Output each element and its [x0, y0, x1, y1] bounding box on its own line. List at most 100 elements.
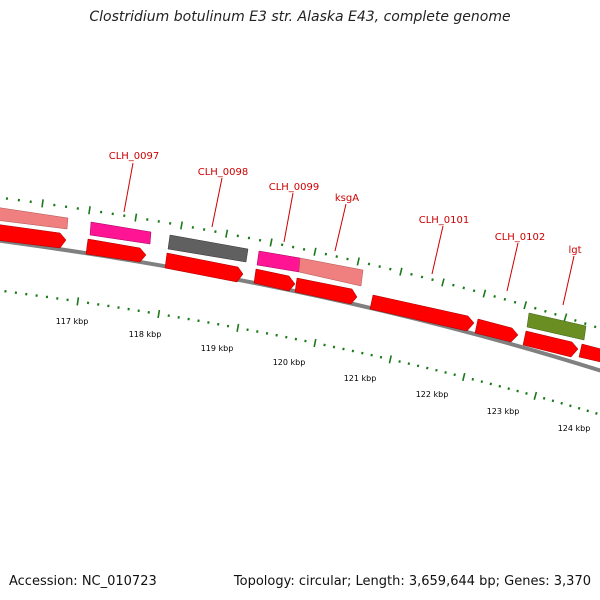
inner-track-minor-tick [560, 401, 563, 405]
inner-track-minor-tick [551, 399, 555, 403]
label-ksga: ksgA [335, 193, 359, 204]
kbp-label-120: 120 kbp [273, 358, 306, 367]
outer-track-minor-tick [574, 319, 577, 322]
outer-track-major-tick [563, 313, 568, 322]
inner-track-major-tick [76, 297, 80, 306]
inner-track-major-tick [236, 323, 240, 332]
inner-track-minor-tick [525, 392, 528, 395]
kbp-label-123: 123 kbp [487, 407, 520, 416]
outer-track-minor-tick [367, 262, 371, 266]
feature-clh0098[interactable] [167, 234, 249, 263]
outer-track-minor-tick [335, 255, 338, 258]
inner-track-major-tick [533, 391, 538, 400]
outer-track-major-tick [41, 199, 44, 208]
inner-track-minor-tick [471, 377, 475, 381]
outer-track-major-tick [523, 301, 528, 310]
inner-track-minor-tick [595, 411, 598, 415]
map-title: Clostridium botulinum E3 str. Alaska E43… [89, 9, 511, 25]
outer-track-minor-tick [346, 257, 349, 261]
outer-track-major-tick [269, 238, 273, 247]
inner-track-major-tick [388, 355, 392, 364]
outer-track-major-tick [441, 278, 445, 287]
outer-track-major-tick [225, 229, 229, 238]
inner-track-minor-tick [586, 409, 590, 413]
inner-track-minor-tick [416, 364, 420, 368]
inner-track-minor-tick [398, 360, 401, 363]
outer-track-minor-tick [420, 275, 424, 279]
kbp-label-118: 118 kbp [129, 330, 162, 339]
outer-track-major-tick [313, 247, 317, 256]
outer-track-minor-tick [462, 286, 466, 290]
kbp-label-121: 121 kbp [344, 374, 377, 383]
label-clh0099: CLH_0099 [269, 182, 320, 193]
inner-track-major-tick [157, 309, 161, 319]
feature-red-2[interactable] [85, 238, 147, 263]
genome-stats-text: Topology: circular; Length: 3,659,644 bp… [233, 574, 591, 589]
outer-track-minor-tick [554, 312, 557, 316]
inner-track-minor-tick [480, 380, 484, 384]
inner-track-major-tick [461, 372, 466, 382]
feature-red-1[interactable] [0, 224, 67, 249]
outer-track-minor-tick [513, 300, 517, 304]
inner-track-major-tick [313, 338, 317, 348]
inner-track-minor-tick [361, 351, 364, 355]
feature-clh0102[interactable] [474, 318, 519, 343]
inner-track-minor-tick [351, 349, 355, 353]
leader-ksga [334, 203, 347, 252]
inner-track-minor-tick [498, 384, 502, 388]
inner-track-minor-tick [542, 396, 546, 400]
inner-track-minor-tick [426, 366, 429, 370]
inner-track-minor-tick [569, 404, 572, 408]
feature-red-5[interactable] [294, 277, 358, 305]
outer-track-minor-tick [452, 283, 455, 287]
outer-track-minor-tick [493, 295, 496, 298]
inner-track-minor-tick [435, 368, 438, 372]
kbp-label-122: 122 kbp [416, 390, 449, 399]
inner-track-minor-tick [577, 406, 581, 410]
leader-clh0099 [283, 192, 294, 243]
inner-track-minor-tick [407, 362, 411, 366]
kbp-label-124: 124 kbp [558, 424, 591, 433]
inner-track-minor-tick [489, 382, 493, 386]
feature-red-9[interactable] [578, 343, 600, 363]
label-clh0098: CLH_0098 [198, 167, 249, 178]
outer-track-minor-tick [389, 267, 392, 271]
feature-lgt[interactable] [526, 312, 587, 341]
outer-track-major-tick [399, 267, 403, 276]
leader-clh0102 [506, 242, 519, 292]
outer-track-minor-tick [302, 248, 306, 251]
label-leaders [123, 162, 575, 306]
feature-red-4[interactable] [253, 268, 296, 292]
leader-clh0101 [431, 225, 444, 275]
label-clh0097: CLH_0097 [109, 151, 160, 162]
feature-salmon-1[interactable] [0, 207, 69, 230]
kbp-label-119: 119 kbp [201, 344, 234, 353]
outer-track-minor-tick [410, 272, 413, 276]
outer-track-major-tick [180, 221, 184, 230]
inner-track-minor-tick [444, 371, 447, 374]
feature-ksga[interactable] [298, 257, 364, 287]
outer-track-minor-tick [324, 252, 328, 256]
leader-lgt [562, 255, 575, 306]
feature-clh0099[interactable] [256, 250, 301, 273]
outer-track-major-tick [134, 213, 138, 222]
outer-track-minor-tick [472, 289, 476, 293]
inner-track-minor-tick [379, 355, 383, 359]
outer-track-minor-tick [593, 325, 597, 329]
inner-track-minor-tick [453, 373, 456, 377]
outer-track-minor-tick [503, 297, 507, 301]
leader-clh0098 [211, 177, 223, 228]
label-clh0101: CLH_0101 [419, 215, 470, 226]
inner-tick-track [4, 290, 598, 415]
feature-clh0097[interactable] [89, 221, 152, 245]
outer-track-minor-tick [534, 306, 537, 310]
label-lgt: lgt [568, 245, 581, 256]
inner-track-minor-tick [516, 389, 519, 393]
feature-red-3[interactable] [164, 252, 244, 283]
leader-clh0097 [123, 162, 134, 213]
inner-track-minor-tick [507, 387, 510, 391]
feature-red-8[interactable] [522, 330, 579, 358]
feature-clh0101[interactable] [369, 294, 475, 332]
outer-track-major-tick [482, 289, 487, 298]
accession-text: Accession: NC_010723 [9, 574, 157, 589]
